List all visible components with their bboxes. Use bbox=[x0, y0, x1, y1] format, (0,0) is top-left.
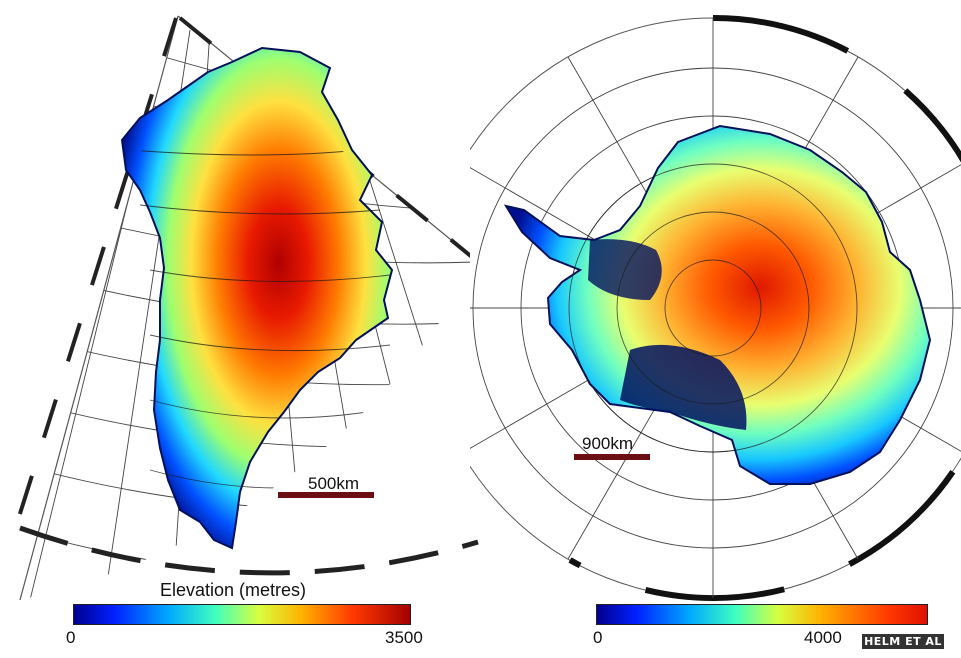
greenland-colorbar-min: 0 bbox=[66, 628, 76, 647]
helm-et-al-credit: HELM ET AL bbox=[862, 634, 944, 649]
antarctica-map-svg bbox=[470, 15, 961, 601]
antarctica-colorbar-min: 0 bbox=[593, 628, 603, 647]
greenland-scale-bar bbox=[278, 492, 374, 498]
greenland-map-svg bbox=[16, 15, 480, 601]
antarctica-map: 900km 0 4000 bbox=[470, 0, 961, 658]
antarctica-landmass bbox=[503, 124, 932, 485]
antarctica-colorbar-max: 4000 bbox=[804, 628, 842, 647]
greenland-colorbar-max: 3500 bbox=[385, 628, 423, 647]
greenland-scale-label: 500km bbox=[308, 474, 360, 493]
greenland-map: 500km Elevation (metres) 0 3500 bbox=[0, 0, 480, 658]
antarctica-scale-label: 900km bbox=[582, 434, 634, 453]
antarctica-scale-bar bbox=[574, 454, 650, 460]
greenland-bottom-arc bbox=[19, 525, 479, 576]
greenland-colorbar bbox=[73, 604, 411, 625]
colorbar-title: Elevation (metres) bbox=[160, 580, 307, 600]
greenland-landmass bbox=[120, 46, 394, 550]
antarctica-outer-arc bbox=[568, 15, 961, 601]
antarctica-colorbar bbox=[596, 604, 928, 625]
